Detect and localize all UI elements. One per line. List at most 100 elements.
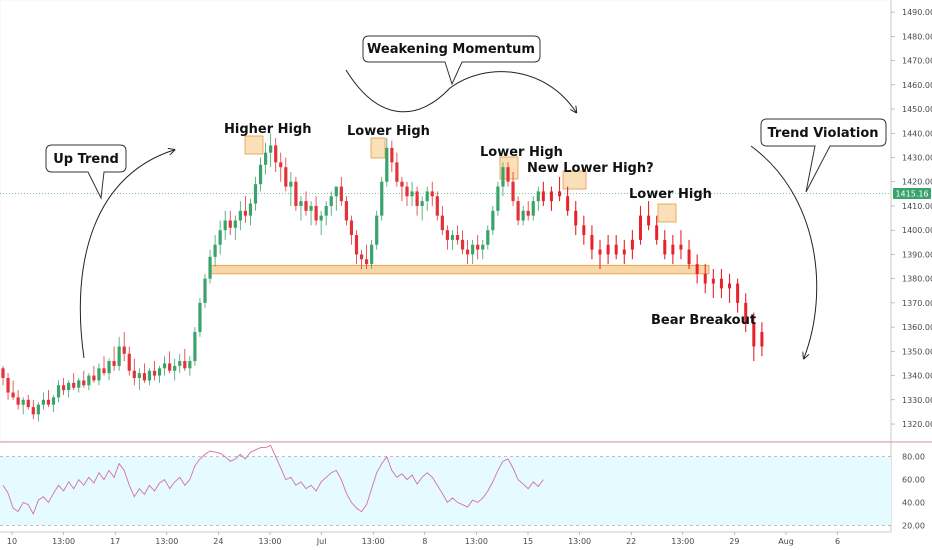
price-tick-label: 1470.00 — [902, 57, 932, 66]
time-tick-label: 13:00 — [568, 537, 591, 546]
callout-up-trend-label: Up Trend — [53, 152, 119, 167]
candle-body — [208, 256, 212, 279]
candle-body — [531, 201, 535, 216]
higher-high-box — [244, 135, 264, 155]
projection-candle-body — [760, 331, 764, 347]
candle-body — [435, 196, 439, 216]
time-tick-label: 8 — [422, 537, 427, 546]
annotation-lower-high-3: Lower High — [629, 187, 712, 202]
candle-body — [445, 230, 449, 240]
projection-candles — [541, 176, 764, 362]
lower-high-box-3 — [657, 203, 677, 223]
price-tick-label: 1350.00 — [902, 347, 932, 356]
candle-body — [344, 201, 348, 221]
candle-body — [183, 361, 187, 369]
candle-body — [117, 346, 121, 366]
candle-body — [173, 365, 177, 371]
candle-body — [258, 164, 263, 185]
candle-body — [87, 375, 91, 386]
time-tick-label: 22 — [626, 537, 636, 546]
candle-body — [400, 181, 404, 187]
projection-candle-body — [711, 278, 715, 284]
new-lower-high-box — [562, 170, 587, 190]
projection-candle-body — [606, 244, 610, 255]
candle-body — [481, 244, 485, 250]
candle-body — [455, 235, 460, 240]
candle-body — [324, 205, 328, 216]
annotation-lower-high-2: Lower High — [480, 145, 563, 160]
candle-body — [107, 361, 111, 374]
candle-body — [223, 220, 227, 231]
price-tick-label: 1360.00 — [902, 323, 932, 332]
candle-body — [82, 380, 86, 386]
candle-body — [299, 201, 303, 206]
candle-body — [51, 397, 56, 405]
rsi-tick-label: 40.00 — [902, 498, 925, 507]
candle-body — [147, 370, 152, 381]
candle-body — [264, 152, 268, 165]
candle-body — [486, 230, 490, 245]
candle-body — [26, 399, 30, 408]
candle-body — [152, 370, 157, 376]
time-tick-label: 13:00 — [155, 537, 178, 546]
price-tick-label: 1390.00 — [902, 250, 932, 259]
time-tick-label: 13:00 — [465, 537, 488, 546]
projection-candle-body — [744, 302, 748, 323]
price-tick-label: 1380.00 — [902, 275, 932, 284]
weakening-momentum-arrow — [345, 69, 576, 112]
time-tick-label: 17 — [110, 537, 120, 546]
rsi-band — [0, 456, 891, 526]
candle-body — [1, 368, 5, 378]
time-tick-label: 24 — [213, 537, 223, 546]
candle-body — [21, 399, 25, 405]
candle-body — [405, 186, 409, 197]
candle-body — [228, 220, 232, 228]
projection-candle-body — [549, 191, 553, 202]
candle-body — [112, 361, 116, 366]
candle-body — [420, 201, 424, 206]
candle-body — [440, 215, 444, 231]
candle-body — [501, 167, 505, 187]
candle-body — [319, 215, 323, 221]
candle-body — [390, 147, 394, 163]
candle-body — [72, 382, 76, 388]
price-tick-label: 1340.00 — [902, 372, 932, 381]
candle-body — [163, 363, 167, 369]
projection-candle-body — [614, 244, 618, 255]
projection-candle-body — [663, 239, 667, 255]
candle-body — [536, 191, 540, 202]
candle-body — [67, 382, 71, 391]
candle-body — [6, 378, 10, 393]
time-tick-label: 13:00 — [362, 537, 385, 546]
price-tick-label: 1370.00 — [902, 299, 932, 308]
candle-body — [466, 249, 470, 255]
candle-body — [380, 181, 384, 216]
candle-body — [213, 244, 217, 257]
candle-body — [430, 191, 434, 197]
time-axis: 10 13:00 17 13:00 24 13:00 Jul 13:00 8 13:00 15 13:… — [7, 532, 840, 546]
callout-weakening-momentum: Weakening Momentum — [362, 35, 541, 86]
candle-body — [238, 210, 242, 221]
candle-body — [284, 167, 288, 187]
candle-body — [36, 404, 40, 415]
candle-body — [92, 375, 96, 381]
price-tick-label: 1420.00 — [902, 178, 932, 187]
projection-candle-body — [638, 215, 642, 240]
projection-candle-body — [655, 225, 659, 240]
candle-body — [157, 368, 162, 376]
candle-body — [339, 186, 343, 202]
candle-body — [269, 145, 273, 153]
candles — [1, 133, 540, 422]
candle-body — [188, 361, 192, 369]
last-price-label: 1415.16 — [895, 189, 928, 198]
candle-body — [309, 205, 313, 211]
projection-candle-body — [687, 249, 691, 265]
candle-body — [354, 235, 359, 255]
candle-body — [41, 399, 45, 405]
annotation-bear-breakout: Bear Breakout — [651, 313, 756, 328]
candle-body — [516, 201, 520, 221]
candle-body — [16, 397, 20, 405]
projection-candle-body — [719, 278, 723, 289]
rsi-line — [2, 444, 544, 515]
